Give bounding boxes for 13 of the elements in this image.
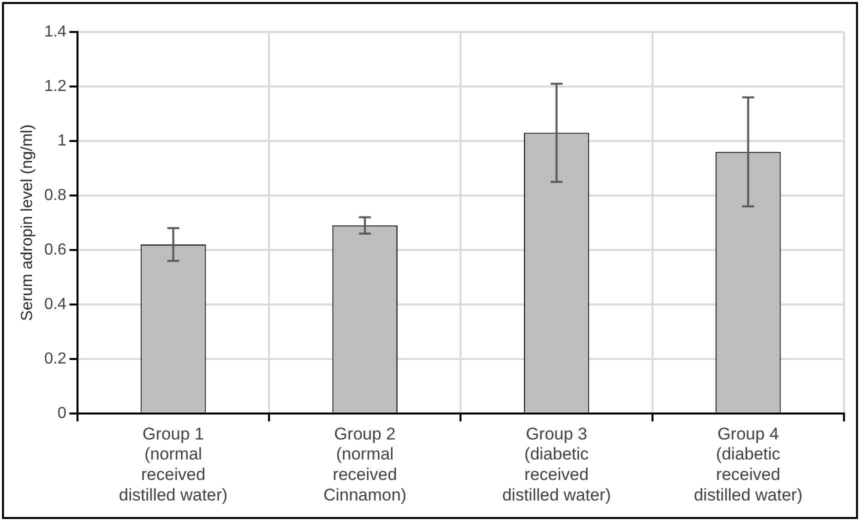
y-tick-label: 0.2 <box>44 350 67 368</box>
y-tick-label: 0.4 <box>44 296 67 313</box>
y-tick-label: 0.8 <box>44 186 67 204</box>
y-tick-label: 1 <box>58 132 67 150</box>
y-axis-title: Serum adropin level (ng/ml) <box>19 124 36 321</box>
y-tick-label: 0 <box>58 404 67 422</box>
y-tick-label: 0.6 <box>44 241 67 258</box>
x-tick-label: Group 4 (diabetic received distilled water) <box>694 424 803 504</box>
y-tick-label: 1.2 <box>44 78 67 95</box>
x-tick-label: Group 3 (diabetic received distilled water) <box>502 424 611 504</box>
x-tick-label: Group 2 (normal received Cinnamon) <box>323 424 406 504</box>
y-tick-label: 1.4 <box>44 23 67 40</box>
x-tick-label: Group 1 (normal received distilled water) <box>118 424 228 504</box>
